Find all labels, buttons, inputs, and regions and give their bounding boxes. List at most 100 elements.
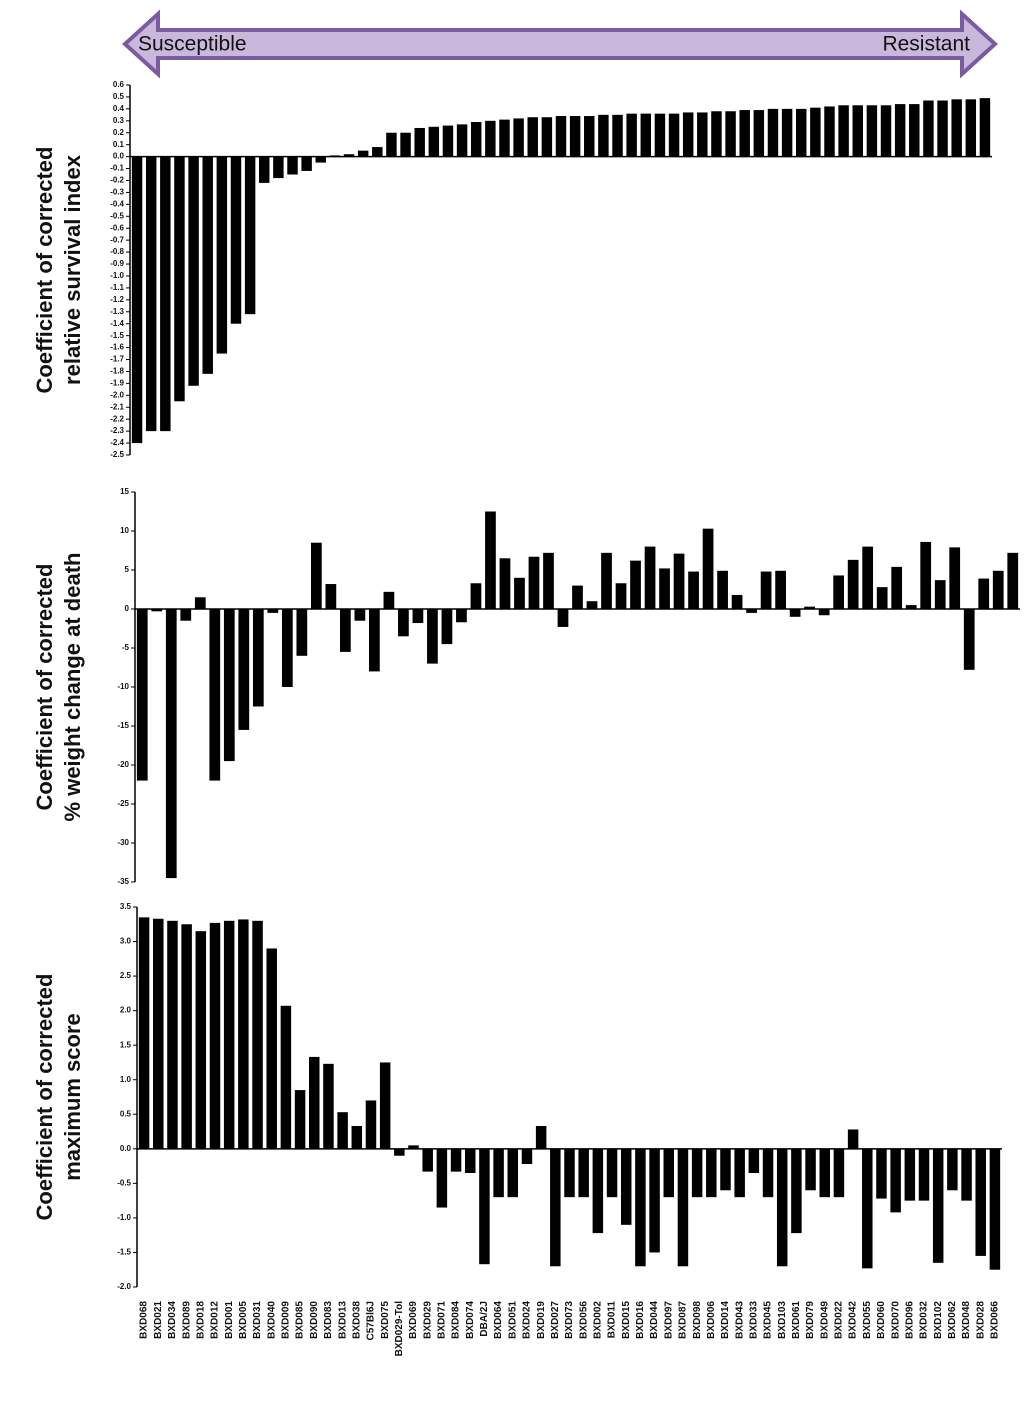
bar xyxy=(450,1148,462,1172)
x-tick-label: BXD022 xyxy=(834,1301,845,1339)
bar xyxy=(485,120,496,157)
y-tick-label: -1.9 xyxy=(110,378,124,387)
bar xyxy=(612,114,623,157)
bar xyxy=(470,583,482,609)
bar xyxy=(266,948,277,1149)
bar xyxy=(280,1005,292,1149)
x-tick-label: BXD064 xyxy=(493,1301,504,1339)
bar xyxy=(514,577,525,609)
y-tick-label: 0.5 xyxy=(120,1109,132,1118)
bar xyxy=(329,155,341,157)
x-tick-label: BXD016 xyxy=(635,1301,646,1339)
bar xyxy=(934,580,946,609)
bar xyxy=(810,107,821,157)
bar xyxy=(734,1148,745,1198)
x-tick-label: BXD001 xyxy=(224,1301,235,1339)
bar xyxy=(937,100,948,157)
bar xyxy=(386,132,397,157)
x-tick-label: BXD027 xyxy=(550,1301,561,1339)
bar xyxy=(781,108,793,157)
x-tick-label: BXD029 xyxy=(422,1301,433,1339)
x-tick-label: BXD006 xyxy=(706,1301,717,1339)
y-tick-label: -0.4 xyxy=(110,199,124,208)
bar xyxy=(1007,552,1019,609)
bar xyxy=(167,920,178,1149)
y-tick-label: -0.5 xyxy=(110,211,124,220)
bar xyxy=(557,609,569,627)
bar xyxy=(131,156,143,444)
x-tick-label: BXD084 xyxy=(451,1301,462,1339)
bar xyxy=(216,156,228,354)
bar xyxy=(310,542,322,609)
bar xyxy=(805,1148,816,1191)
bar xyxy=(535,1126,547,1149)
x-tick-label: BXD090 xyxy=(309,1301,320,1339)
bar xyxy=(668,113,680,157)
x-tick-label: BXD079 xyxy=(805,1301,816,1339)
bar xyxy=(309,1056,320,1149)
bar xyxy=(238,609,250,730)
bar xyxy=(357,150,369,157)
bar xyxy=(325,584,337,609)
bar xyxy=(762,1148,774,1198)
y-tick-label: 0 xyxy=(125,604,130,613)
arrow-left-label: Susceptible xyxy=(138,33,247,56)
y-tick-label: -20 xyxy=(117,760,129,769)
y-tick-label: -0.2 xyxy=(110,176,124,185)
bar xyxy=(238,919,249,1149)
bar xyxy=(456,609,467,623)
bar xyxy=(711,111,722,157)
bar xyxy=(775,570,786,609)
x-tick-label: BXD074 xyxy=(465,1301,476,1339)
x-tick-label: BXD024 xyxy=(522,1301,533,1339)
bar xyxy=(188,156,199,386)
bar xyxy=(414,127,425,157)
y-tick-label: -0.5 xyxy=(117,1178,131,1187)
bar xyxy=(920,541,932,609)
bar xyxy=(606,1148,618,1198)
bar xyxy=(989,1148,1001,1270)
x-tick-label: BXD069 xyxy=(408,1301,419,1339)
y-tick-label: 1.0 xyxy=(120,1075,132,1084)
y-tick-label: -1.8 xyxy=(110,367,124,376)
bar xyxy=(905,605,917,609)
x-tick-label: BXD011 xyxy=(607,1301,618,1339)
bar xyxy=(975,1148,986,1256)
y-tick-label: -1.3 xyxy=(110,307,124,316)
y-tick-label: -35 xyxy=(117,877,129,886)
bar xyxy=(572,585,583,609)
y-tick-label: -2.4 xyxy=(110,438,124,447)
bar xyxy=(791,1148,802,1234)
bar xyxy=(223,609,235,762)
y-tick-label: 0.4 xyxy=(113,104,125,113)
x-tick-label: BXD032 xyxy=(919,1301,930,1339)
y-axis-label: Coefficient of corrected xyxy=(32,974,57,1221)
bar xyxy=(464,1148,476,1173)
bar xyxy=(422,1148,433,1172)
y-tick-label: 1.5 xyxy=(120,1040,132,1049)
x-tick-label: DBA/2J xyxy=(479,1301,490,1337)
y-tick-label: -10 xyxy=(117,682,129,691)
bar xyxy=(383,591,395,609)
y-tick-label: 10 xyxy=(120,526,129,535)
bar xyxy=(717,570,728,609)
x-tick-label: BXD068 xyxy=(139,1301,150,1339)
x-tick-label: BXD085 xyxy=(295,1301,306,1339)
y-tick-label: 0.0 xyxy=(113,152,125,161)
bar xyxy=(601,552,612,609)
bar xyxy=(527,117,538,157)
bar xyxy=(136,609,148,781)
bar xyxy=(369,609,380,672)
bar xyxy=(209,609,221,781)
bar xyxy=(876,587,888,609)
bar xyxy=(880,105,892,157)
y-axis-label: relative survival index xyxy=(60,154,85,385)
y-tick-label: -1.0 xyxy=(110,271,124,280)
bar xyxy=(513,118,524,157)
x-tick-label: BXD014 xyxy=(720,1301,731,1339)
bar xyxy=(281,609,293,687)
x-tick-label: BXD044 xyxy=(649,1301,660,1339)
bar xyxy=(569,116,581,157)
bar xyxy=(677,1148,689,1267)
y-tick-label: -0.8 xyxy=(110,247,124,256)
